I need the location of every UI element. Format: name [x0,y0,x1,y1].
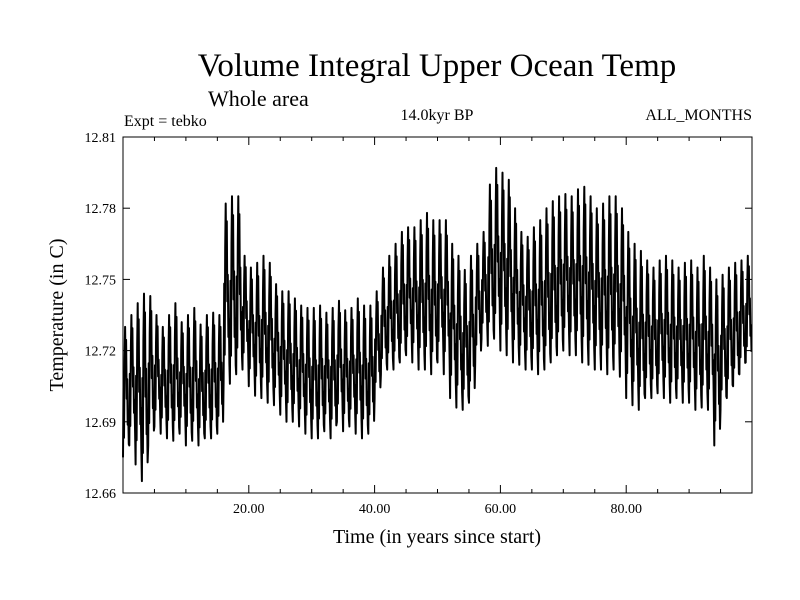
x-tick-label: 20.00 [233,502,265,517]
series-line-temperature [122,166,753,483]
x-tick-label: 60.00 [485,502,517,517]
y-tick-label: 12.69 [85,416,117,431]
y-tick-label: 12.81 [85,131,117,146]
y-axis-label: Temperature (in C) [46,239,68,392]
chart-subtitle: Whole area [208,86,309,111]
y-tick-label: 12.66 [85,487,117,502]
period-label: 14.0kyr BP [401,107,474,124]
y-tick-label: 12.72 [85,345,117,360]
y-tick-label: 12.78 [85,202,117,217]
y-tick-label: 12.75 [85,273,117,288]
x-tick-label: 40.00 [359,502,391,517]
x-tick-label: 80.00 [610,502,642,517]
months-label: ALL_MONTHS [645,107,752,124]
x-axis-ticks: 20.00 40.00 60.00 80.00 [153,137,722,517]
plot-frame [122,136,753,494]
experiment-label: Expt = tebko [124,113,207,130]
x-axis-label: Time (in years since start) [333,526,541,548]
chart-title: Volume Integral Upper Ocean Temp [198,48,676,84]
